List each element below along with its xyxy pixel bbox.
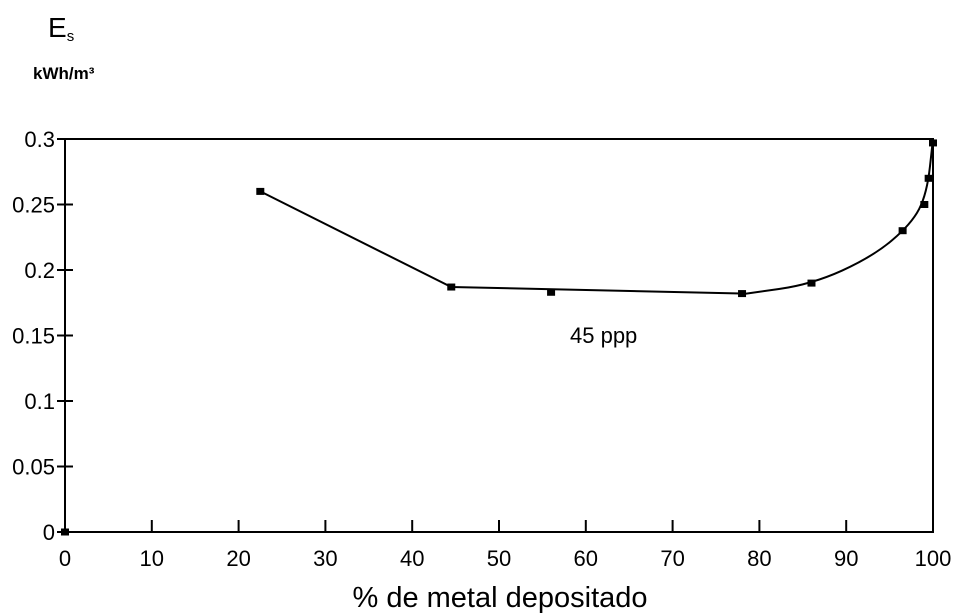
- x-tick-label: 70: [660, 546, 684, 571]
- data-point: [738, 290, 747, 298]
- x-tick-label: 30: [313, 546, 337, 571]
- x-tick-label: 80: [747, 546, 771, 571]
- data-point: [807, 279, 816, 287]
- data-point: [256, 187, 265, 195]
- x-tick-label: 50: [487, 546, 511, 571]
- data-point: [924, 174, 933, 182]
- y-tick-label: 0.2: [24, 258, 55, 283]
- x-tick-label: 100: [915, 546, 952, 571]
- y-tick-label: 0.15: [12, 324, 55, 349]
- y-tick-label: 0.05: [12, 455, 55, 480]
- data-point: [920, 201, 929, 208]
- plot-frame: [64, 138, 934, 533]
- data-point: [447, 283, 456, 291]
- y-tick-label: 0: [43, 520, 55, 545]
- plot-area-border: [64, 138, 934, 533]
- series-group: [61, 138, 937, 536]
- y-axis-unit: kWh/m³: [33, 64, 95, 83]
- series-line: [259, 138, 934, 295]
- series-annotation: 45 ppp: [570, 323, 638, 348]
- y-axis: 0 0.05 0.1 0.15 0.2 0.25 0.3: [12, 127, 73, 545]
- x-tick-label: 0: [59, 546, 71, 571]
- x-axis-title: % de metal depositado: [352, 582, 648, 614]
- x-tick-label: 40: [400, 546, 424, 571]
- x-tick-label: 60: [574, 546, 598, 571]
- y-axis-title: Es: [48, 12, 75, 45]
- y-tick-label: 0.1: [24, 389, 55, 414]
- data-point: [898, 227, 907, 235]
- data-point: [929, 139, 937, 147]
- y-tick-label: 0.25: [12, 193, 55, 218]
- x-tick-label: 20: [226, 546, 250, 571]
- x-tick-label: 90: [834, 546, 858, 571]
- x-axis: 0 10 20 30 40 50 60 70 80 90 100: [59, 520, 951, 571]
- y-tick-label: 0.3: [24, 127, 55, 152]
- data-point: [61, 528, 69, 536]
- x-tick-label: 10: [140, 546, 164, 571]
- data-point: [547, 288, 556, 296]
